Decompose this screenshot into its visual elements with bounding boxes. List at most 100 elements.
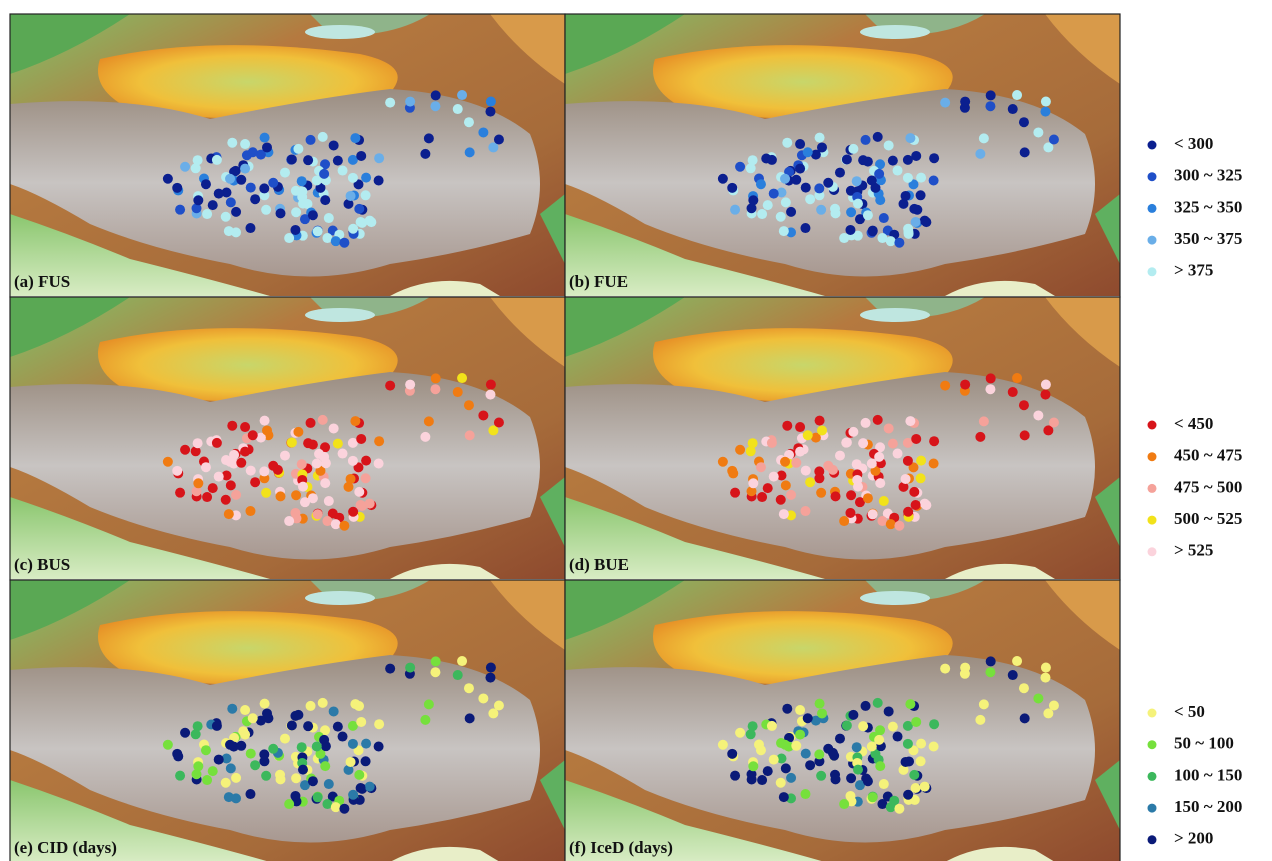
lake-point <box>786 490 796 500</box>
lake-point <box>1020 147 1030 157</box>
lake-point <box>424 133 434 143</box>
lake-point <box>214 755 224 765</box>
lake-point <box>929 719 939 729</box>
lake-point <box>769 755 779 765</box>
lake-point <box>727 183 737 193</box>
lake-point <box>791 741 801 751</box>
lake-point <box>873 415 883 425</box>
lake-point <box>356 434 366 444</box>
lake-point <box>339 521 349 531</box>
lake-point <box>795 730 805 740</box>
lake-point <box>248 713 258 723</box>
lake-point <box>846 207 856 217</box>
lake-point <box>776 495 786 505</box>
lake-point <box>350 416 360 426</box>
lake-point <box>800 223 810 233</box>
lake-point <box>886 802 896 812</box>
lake-point <box>201 179 211 189</box>
lake-point <box>730 771 740 781</box>
lake-point <box>861 418 871 428</box>
lake-point <box>333 439 343 449</box>
lake-point <box>338 732 348 742</box>
panel-label: (a) FUS <box>14 272 70 291</box>
lake-point <box>163 457 173 467</box>
lake-point <box>842 720 852 730</box>
lake-point <box>874 735 884 745</box>
lake-point <box>727 466 737 476</box>
lake-point <box>911 717 921 727</box>
map-panel: (d) BUE <box>565 297 1120 580</box>
lake-point <box>801 466 811 476</box>
lake-point <box>227 421 237 431</box>
lake-point <box>424 699 434 709</box>
legend-label: 150 ~ 200 <box>1174 797 1242 816</box>
lake-point <box>831 774 841 784</box>
lake-point <box>333 722 343 732</box>
lake-point <box>846 773 856 783</box>
lake-point <box>374 175 384 185</box>
lake-point <box>814 466 824 476</box>
map-panel: (a) FUS <box>10 14 565 297</box>
lake-point <box>1041 663 1051 673</box>
lake-point <box>308 210 318 220</box>
lake-point <box>861 135 871 145</box>
lake-point <box>494 700 504 710</box>
lake-point <box>839 516 849 526</box>
lake-point <box>1033 693 1043 703</box>
lake-point <box>911 500 921 510</box>
lake-point <box>863 776 873 786</box>
lake-point <box>430 384 440 394</box>
lake-point <box>757 492 767 502</box>
lake-point <box>757 775 767 785</box>
lake-point <box>224 226 234 236</box>
lake-point <box>779 226 789 236</box>
legend-swatch <box>1148 172 1157 181</box>
lake-point <box>259 183 269 193</box>
lake-point <box>769 472 779 482</box>
lake-point <box>1019 400 1029 410</box>
lake-point <box>894 521 904 531</box>
lake-point <box>250 194 260 204</box>
lake-point <box>979 699 989 709</box>
lake-point <box>848 427 858 437</box>
lake-point <box>268 178 278 188</box>
lake-point <box>835 734 845 744</box>
map-panel: (b) FUE <box>565 14 1120 297</box>
lake-point <box>1008 670 1018 680</box>
lake-point <box>800 789 810 799</box>
lake-point <box>354 487 364 497</box>
lake-point <box>888 439 898 449</box>
lake-point <box>756 745 766 755</box>
lake-point <box>202 775 212 785</box>
lake-point <box>852 176 862 186</box>
lake-point <box>985 101 995 111</box>
legend-label: < 300 <box>1174 134 1213 153</box>
lake-point <box>817 425 827 435</box>
lake-point <box>779 509 789 519</box>
lake-point <box>901 474 911 484</box>
lake-point <box>193 478 203 488</box>
lake-point <box>903 507 913 517</box>
lake-point <box>817 142 827 152</box>
lake-point <box>268 744 278 754</box>
lake-point <box>231 773 241 783</box>
legend-label: 450 ~ 475 <box>1174 446 1242 465</box>
map-background <box>10 297 565 579</box>
lake-point <box>848 710 858 720</box>
lake-point <box>240 730 250 740</box>
lake-point <box>453 104 463 114</box>
legend-label: 300 ~ 325 <box>1174 166 1242 185</box>
lake-point <box>920 216 930 226</box>
lake-point <box>873 132 883 142</box>
lake-point <box>405 380 415 390</box>
lake-point <box>324 213 334 223</box>
lake-point <box>763 766 773 776</box>
lake-point <box>224 509 234 519</box>
lake-point <box>842 154 852 164</box>
lake-point <box>280 451 290 461</box>
lake-point <box>979 416 989 426</box>
lake-point <box>457 90 467 100</box>
lake-point <box>365 499 375 509</box>
lake-point <box>781 197 791 207</box>
lake-point <box>874 452 884 462</box>
